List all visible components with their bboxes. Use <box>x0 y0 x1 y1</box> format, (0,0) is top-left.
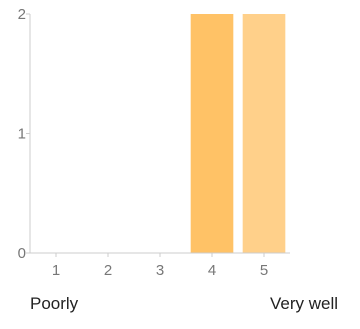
x-tick-label: 3 <box>156 262 164 279</box>
bar-5 <box>242 14 286 253</box>
y-tick-label: 2 <box>18 6 26 23</box>
x-tick-label: 5 <box>260 262 268 279</box>
bars <box>190 14 286 253</box>
x-tick-label: 4 <box>208 262 216 279</box>
x-tick-label: 1 <box>52 262 60 279</box>
y-tick-label: 1 <box>18 126 26 143</box>
scale-high-label: Very well <box>269 294 338 313</box>
bar-4 <box>190 14 234 253</box>
x-axis-ticks: 1 2 3 4 5 <box>52 253 268 279</box>
y-axis-ticks: 0 1 2 <box>18 6 30 262</box>
bar-chart: 0 1 2 1 2 3 4 5 <box>18 6 290 279</box>
scale-low-label: Poorly <box>30 294 79 313</box>
y-tick-label: 0 <box>18 245 26 262</box>
x-tick-label: 2 <box>104 262 112 279</box>
